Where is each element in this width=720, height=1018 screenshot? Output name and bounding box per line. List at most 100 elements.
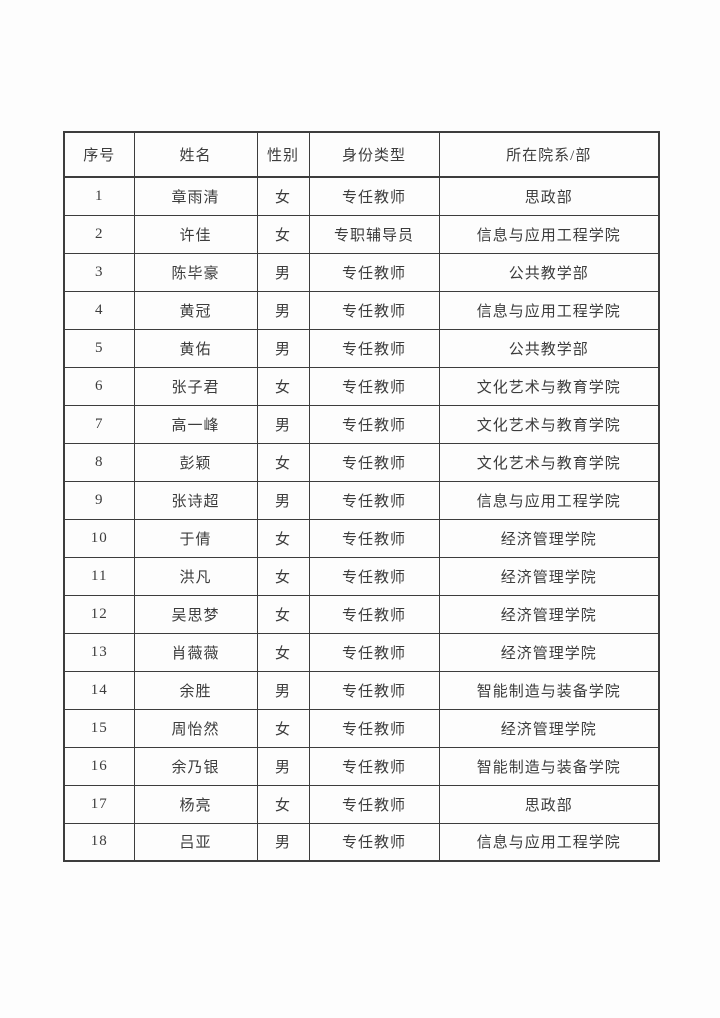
cell-index: 5 (63, 328, 135, 368)
cell-name: 吕亚 (133, 822, 258, 862)
table-row: 18 吕亚男专任教师 信息与应用工程学院 (63, 822, 660, 862)
cell-gender: 男 (256, 480, 310, 520)
cell-gender: 女 (256, 556, 310, 596)
table-row: 1 章雨清女专任教师 思政部 (63, 176, 660, 216)
cell-gender: 男 (256, 290, 310, 330)
table-row: 7 高一峰男专任教师 文化艺术与教育学院 (63, 404, 660, 444)
cell-gender: 女 (256, 176, 310, 216)
cell-gender: 女 (256, 632, 310, 672)
cell-identity: 专任教师 (308, 480, 440, 520)
cell-gender: 女 (256, 594, 310, 634)
cell-department: 文化艺术与教育学院 (438, 366, 660, 406)
cell-index: 8 (63, 442, 135, 482)
cell-index: 1 (63, 176, 135, 216)
cell-name: 张诗超 (133, 480, 258, 520)
cell-index: 12 (63, 594, 135, 634)
cell-identity: 专任教师 (308, 328, 440, 368)
cell-identity: 专任教师 (308, 746, 440, 786)
cell-name: 黄冠 (133, 290, 258, 330)
cell-gender: 女 (256, 518, 310, 558)
table-row: 2 许佳女专职辅导员 信息与应用工程学院 (63, 214, 660, 254)
cell-gender: 男 (256, 252, 310, 292)
cell-name: 于倩 (133, 518, 258, 558)
cell-name: 余胜 (133, 670, 258, 710)
cell-department: 经济管理学院 (438, 594, 660, 634)
cell-index: 15 (63, 708, 135, 748)
table-row: 8 彭颖女专任教师 文化艺术与教育学院 (63, 442, 660, 482)
cell-index: 14 (63, 670, 135, 710)
cell-identity: 专任教师 (308, 632, 440, 672)
table-row: 16 余乃银男专任教师 智能制造与装备学院 (63, 746, 660, 786)
teacher-roster-table: 序号 姓名 性别 身份类型 所在院系/部 1 章雨清女专任教师 思政部 2 许佳女专职辅… (63, 131, 660, 862)
cell-index: 3 (63, 252, 135, 292)
cell-identity: 专任教师 (308, 822, 440, 862)
cell-identity: 专任教师 (308, 442, 440, 482)
table-row: 5 黄佑男专任教师 公共教学部 (63, 328, 660, 368)
cell-name: 彭颖 (133, 442, 258, 482)
cell-index: 18 (63, 822, 135, 862)
cell-department: 公共教学部 (438, 252, 660, 292)
cell-department: 智能制造与装备学院 (438, 670, 660, 710)
cell-index: 6 (63, 366, 135, 406)
cell-gender: 男 (256, 746, 310, 786)
cell-identity: 专任教师 (308, 176, 440, 216)
cell-gender: 女 (256, 442, 310, 482)
cell-name: 杨亮 (133, 784, 258, 824)
cell-identity: 专任教师 (308, 366, 440, 406)
cell-identity: 专任教师 (308, 708, 440, 748)
table-row: 12 吴思梦女专任教师 经济管理学院 (63, 594, 660, 634)
cell-index: 4 (63, 290, 135, 330)
cell-department: 公共教学部 (438, 328, 660, 368)
cell-identity: 专任教师 (308, 670, 440, 710)
cell-department: 经济管理学院 (438, 708, 660, 748)
cell-name: 黄佑 (133, 328, 258, 368)
cell-identity: 专任教师 (308, 594, 440, 634)
cell-gender: 男 (256, 822, 310, 862)
cell-identity: 专任教师 (308, 784, 440, 824)
cell-identity: 专任教师 (308, 556, 440, 596)
cell-identity: 专任教师 (308, 518, 440, 558)
cell-name: 章雨清 (133, 176, 258, 216)
cell-index: 10 (63, 518, 135, 558)
cell-gender: 男 (256, 404, 310, 444)
cell-index: 9 (63, 480, 135, 520)
cell-identity: 专任教师 (308, 290, 440, 330)
table-row: 17 杨亮女专任教师 思政部 (63, 784, 660, 824)
cell-name: 洪凡 (133, 556, 258, 596)
cell-index: 17 (63, 784, 135, 824)
cell-gender: 男 (256, 328, 310, 368)
cell-gender: 女 (256, 708, 310, 748)
cell-name: 陈毕豪 (133, 252, 258, 292)
cell-identity: 专职辅导员 (308, 214, 440, 254)
column-header-identity: 身份类型 (308, 131, 440, 178)
cell-gender: 女 (256, 214, 310, 254)
cell-department: 经济管理学院 (438, 632, 660, 672)
cell-identity: 专任教师 (308, 404, 440, 444)
column-header-name: 姓名 (133, 131, 258, 178)
table-header-row: 序号 姓名 性别 身份类型 所在院系/部 (63, 131, 660, 178)
table-row: 9 张诗超男专任教师 信息与应用工程学院 (63, 480, 660, 520)
table-row: 14 余胜男专任教师 智能制造与装备学院 (63, 670, 660, 710)
cell-department: 文化艺术与教育学院 (438, 442, 660, 482)
cell-name: 余乃银 (133, 746, 258, 786)
cell-gender: 女 (256, 366, 310, 406)
cell-index: 16 (63, 746, 135, 786)
cell-department: 智能制造与装备学院 (438, 746, 660, 786)
cell-department: 信息与应用工程学院 (438, 290, 660, 330)
table-row: 15 周怡然女专任教师 经济管理学院 (63, 708, 660, 748)
table-row: 13 肖薇薇女专任教师 经济管理学院 (63, 632, 660, 672)
cell-name: 张子君 (133, 366, 258, 406)
cell-department: 信息与应用工程学院 (438, 480, 660, 520)
cell-name: 许佳 (133, 214, 258, 254)
table-row: 11 洪凡女专任教师 经济管理学院 (63, 556, 660, 596)
cell-name: 周怡然 (133, 708, 258, 748)
table-row: 3 陈毕豪男专任教师 公共教学部 (63, 252, 660, 292)
cell-department: 思政部 (438, 176, 660, 216)
cell-department: 经济管理学院 (438, 556, 660, 596)
cell-department: 文化艺术与教育学院 (438, 404, 660, 444)
cell-department: 信息与应用工程学院 (438, 822, 660, 862)
cell-index: 7 (63, 404, 135, 444)
cell-department: 经济管理学院 (438, 518, 660, 558)
cell-index: 13 (63, 632, 135, 672)
